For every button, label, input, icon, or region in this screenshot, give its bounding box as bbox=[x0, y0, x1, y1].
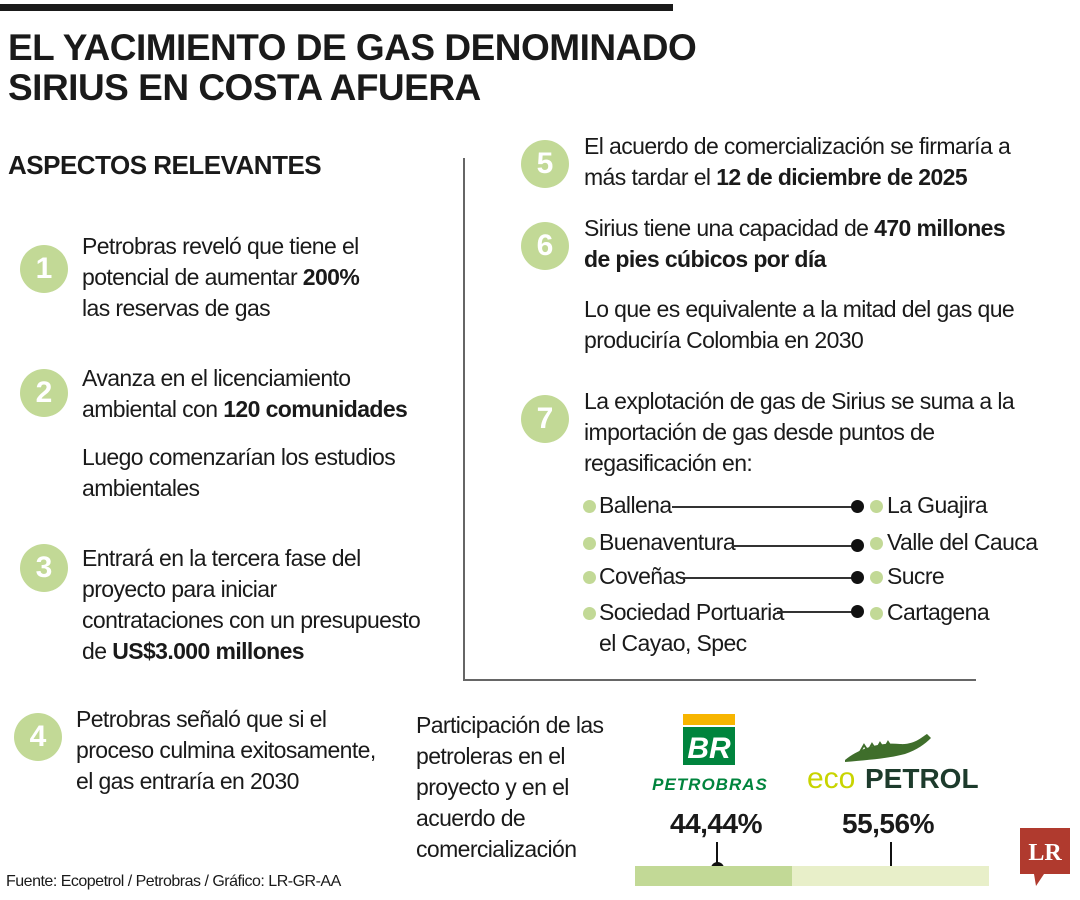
ecopetrol-pointer-line bbox=[890, 842, 892, 874]
item-2-text: Avanza en el licenciamiento ambiental co… bbox=[82, 365, 408, 422]
connector-line bbox=[672, 506, 852, 508]
petrobras-pointer-line bbox=[716, 842, 718, 868]
connector-line bbox=[777, 611, 852, 613]
item-1-text: Petrobras reveló que tiene el potencial … bbox=[82, 233, 360, 321]
petrobras-logo: BR PETROBRAS bbox=[652, 714, 768, 794]
item-6-note: Lo que es equivalente a la mitad del gas… bbox=[584, 296, 1015, 353]
item-2-note: Luego comenzarían los estudios ambiental… bbox=[82, 444, 396, 501]
connector-dot bbox=[851, 500, 864, 513]
ecopetrol-logo-text-petrol: PETROL bbox=[865, 763, 979, 794]
item-7-text: La explotación de gas de Sirius se suma … bbox=[584, 388, 1015, 476]
ecopetrol-share-value: 55,56% bbox=[842, 808, 934, 839]
petrobras-logo-text: PETROBRAS bbox=[652, 775, 768, 794]
number-badge-5: 5 bbox=[521, 140, 569, 188]
participation-title: Participación de las petroleras en el pr… bbox=[416, 712, 604, 862]
number-badge-2: 2 bbox=[20, 369, 68, 417]
bullet-dot bbox=[583, 537, 596, 550]
connector-line bbox=[680, 577, 852, 579]
section-heading: ASPECTOS RELEVANTES bbox=[8, 150, 322, 180]
connector-dot bbox=[851, 571, 864, 584]
lr-logo: LR bbox=[1020, 828, 1070, 886]
item-5-text: El acuerdo de comercialización se firmar… bbox=[584, 133, 1011, 190]
connector-dot bbox=[851, 539, 864, 552]
item-4-text: Petrobras señaló que si el proceso culmi… bbox=[76, 706, 376, 794]
point-region: La Guajira bbox=[887, 492, 988, 518]
point-place: Sociedad Portuaria el Cayao, Spec bbox=[599, 599, 784, 656]
point-place: Coveñas bbox=[599, 563, 686, 589]
number-badge-6: 6 bbox=[521, 222, 569, 270]
bullet-dot bbox=[870, 607, 883, 620]
item-6-text: Sirius tiene una capacidad de 470 millon… bbox=[584, 215, 1006, 272]
top-rule bbox=[0, 4, 673, 11]
connector-dot bbox=[851, 605, 864, 618]
item-3-text: Entrará en la tercera fase del proyecto … bbox=[82, 545, 421, 664]
bullet-dot bbox=[583, 500, 596, 513]
ecopetrol-logo-text-eco: eco bbox=[807, 762, 855, 795]
petrobras-logo-mark: BR bbox=[687, 732, 731, 765]
bullet-dot bbox=[870, 571, 883, 584]
connector-line bbox=[732, 545, 852, 547]
point-region: Cartagena bbox=[887, 599, 990, 625]
source-note: Fuente: Ecopetrol / Petrobras / Gráfico:… bbox=[6, 873, 341, 890]
number-badge-3: 3 bbox=[20, 544, 68, 592]
column-divider bbox=[463, 158, 465, 680]
bullet-dot bbox=[583, 607, 596, 620]
page-title: EL YACIMIENTO DE GAS DENOMINADO SIRIUS E… bbox=[8, 27, 697, 108]
petrobras-logo-box bbox=[683, 727, 735, 765]
point-place: Buenaventura bbox=[599, 529, 736, 555]
iguana-spines bbox=[859, 740, 893, 753]
bullet-dot bbox=[870, 537, 883, 550]
petrobras-logo-bar bbox=[683, 714, 735, 725]
ecopetrol-logo: eco PETROL bbox=[807, 734, 979, 795]
petrobras-share-bar bbox=[635, 866, 793, 886]
bullet-dot bbox=[870, 500, 883, 513]
point-region: Sucre bbox=[887, 563, 945, 589]
point-place: Ballena bbox=[599, 492, 672, 518]
number-badge-4: 4 bbox=[14, 713, 62, 761]
lr-logo-text: LR bbox=[1028, 840, 1062, 866]
section-divider bbox=[463, 679, 976, 681]
bullet-dot bbox=[583, 571, 596, 584]
number-badge-1: 1 bbox=[20, 245, 68, 293]
ecopetrol-share-bar bbox=[792, 866, 989, 886]
number-badge-7: 7 bbox=[521, 395, 569, 443]
iguana-icon bbox=[845, 734, 931, 762]
petrobras-share-value: 44,44% bbox=[670, 808, 762, 839]
point-region: Valle del Cauca bbox=[887, 529, 1038, 555]
lr-logo-shape bbox=[1020, 828, 1070, 886]
